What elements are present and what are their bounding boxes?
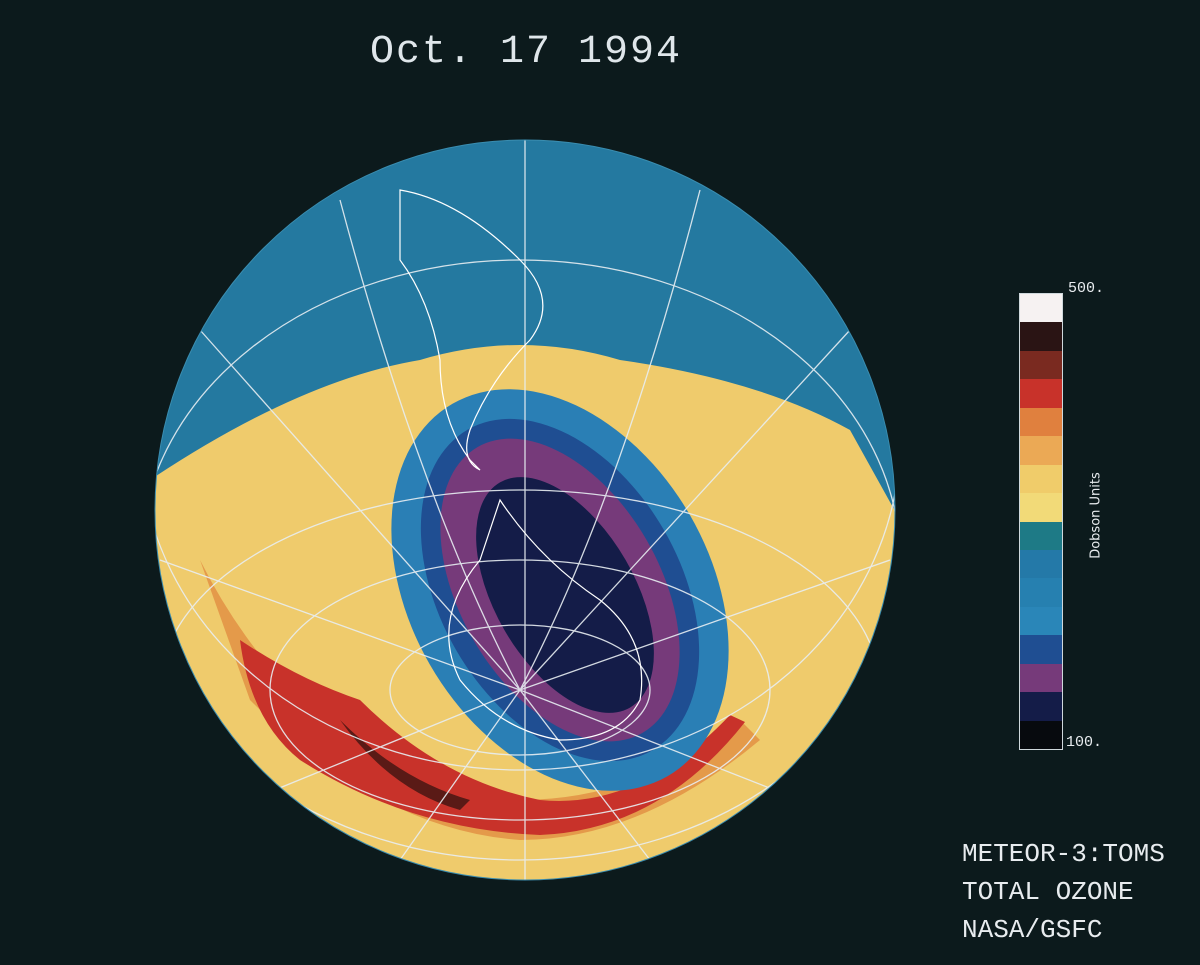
- colorbar-swatch: [1020, 379, 1062, 408]
- colorbar-swatch: [1020, 578, 1062, 607]
- colorbar-swatch: [1020, 521, 1062, 550]
- dobson-colorbar: [1019, 293, 1063, 750]
- colorbar-unit-label: Dobson Units: [1088, 472, 1104, 559]
- graticule: [155, 140, 895, 880]
- colorbar-min-label: 100.: [1066, 734, 1103, 751]
- colorbar-swatch: [1020, 606, 1062, 636]
- colorbar-swatch: [1020, 350, 1062, 380]
- south-america-coastline: [399, 189, 544, 471]
- credits: METEOR-3:TOMS TOTAL OZONE NASA/GSFC: [962, 835, 1165, 949]
- colorbar-swatch: [1020, 663, 1062, 693]
- colorbar-max-label: 500.: [1068, 280, 1105, 297]
- colorbar-swatch: [1020, 692, 1062, 721]
- colorbar-swatch: [1020, 294, 1062, 323]
- colorbar-swatch: [1020, 493, 1062, 522]
- antarctica-coastline: [448, 498, 643, 741]
- ozone-band-red: [240, 640, 745, 835]
- colorbar-swatch: [1020, 720, 1062, 749]
- colorbar-swatch: [1020, 464, 1062, 494]
- credit-line: NASA/GSFC: [962, 915, 1103, 945]
- ozone-band-darkred: [340, 720, 470, 810]
- colorbar-swatch: [1020, 549, 1062, 579]
- colorbar-swatch: [1020, 436, 1062, 465]
- map-title: Oct. 17 1994: [370, 30, 683, 75]
- colorbar-swatch: [1020, 322, 1062, 351]
- credit-line: TOTAL OZONE: [962, 877, 1134, 907]
- colorbar-swatch: [1020, 407, 1062, 437]
- colorbar-swatch: [1020, 635, 1062, 664]
- credit-line: METEOR-3:TOMS: [962, 839, 1165, 869]
